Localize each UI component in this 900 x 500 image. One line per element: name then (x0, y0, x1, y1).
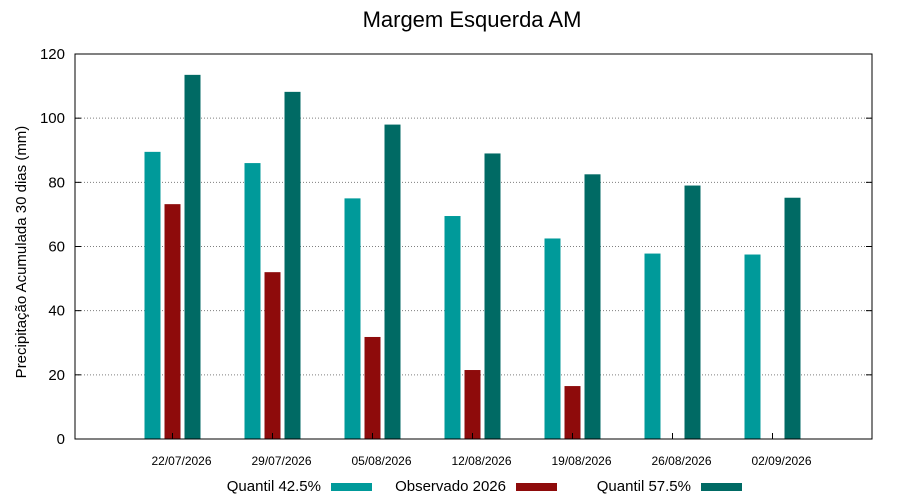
x-tick-label: 05/08/2026 (351, 454, 411, 468)
bar (544, 238, 561, 439)
x-tick-label: 19/08/2026 (551, 454, 611, 468)
bar (384, 124, 401, 439)
legend: Quantil 42.5% Observado 2026 Quantil 57.5% (227, 478, 742, 495)
bar (684, 185, 701, 439)
x-tick-label: 29/07/2026 (251, 454, 311, 468)
y-axis-label: Precipitação Acumulada 30 dias (mm) (13, 126, 30, 379)
bar (264, 272, 281, 439)
legend-label: Quantil 57.5% (597, 478, 691, 495)
y-tick-label: 100 (40, 110, 65, 127)
x-tick-label: 12/08/2026 (451, 454, 511, 468)
y-tick-label: 60 (48, 239, 65, 256)
bar (784, 197, 801, 439)
bar (344, 198, 361, 439)
legend-label: Quantil 42.5% (227, 478, 321, 495)
legend-swatch (516, 483, 557, 491)
bar (564, 386, 581, 439)
bar (284, 91, 301, 439)
x-tick-label: 02/09/2026 (751, 454, 811, 468)
bars-layer (144, 74, 801, 440)
grid-layer (75, 117, 872, 376)
legend-swatch (331, 483, 372, 491)
y-tick-label: 80 (48, 174, 65, 191)
y-ticks: 0 20 40 60 80 100 120 (40, 46, 872, 448)
x-ticks: 22/07/2026 29/07/2026 05/08/2026 12/08/2026… (151, 433, 812, 468)
bar (644, 253, 661, 439)
y-tick-label: 20 (48, 367, 65, 384)
y-tick-label: 40 (48, 303, 65, 320)
bar (464, 370, 481, 439)
bar (164, 204, 181, 439)
x-tick-label: 26/08/2026 (651, 454, 711, 468)
bar (744, 254, 761, 439)
bar (364, 336, 381, 439)
bar (584, 174, 601, 439)
y-tick-label: 120 (40, 46, 65, 63)
legend-swatch (701, 483, 742, 491)
bar (484, 153, 501, 440)
bar (244, 163, 261, 440)
chart-title: Margem Esquerda AM (363, 7, 582, 32)
legend-label: Observado 2026 (395, 478, 506, 495)
bar (144, 151, 161, 439)
y-tick-label: 0 (57, 431, 65, 448)
bar (444, 216, 461, 439)
bar (184, 74, 201, 440)
x-tick-label: 22/07/2026 (151, 454, 211, 468)
